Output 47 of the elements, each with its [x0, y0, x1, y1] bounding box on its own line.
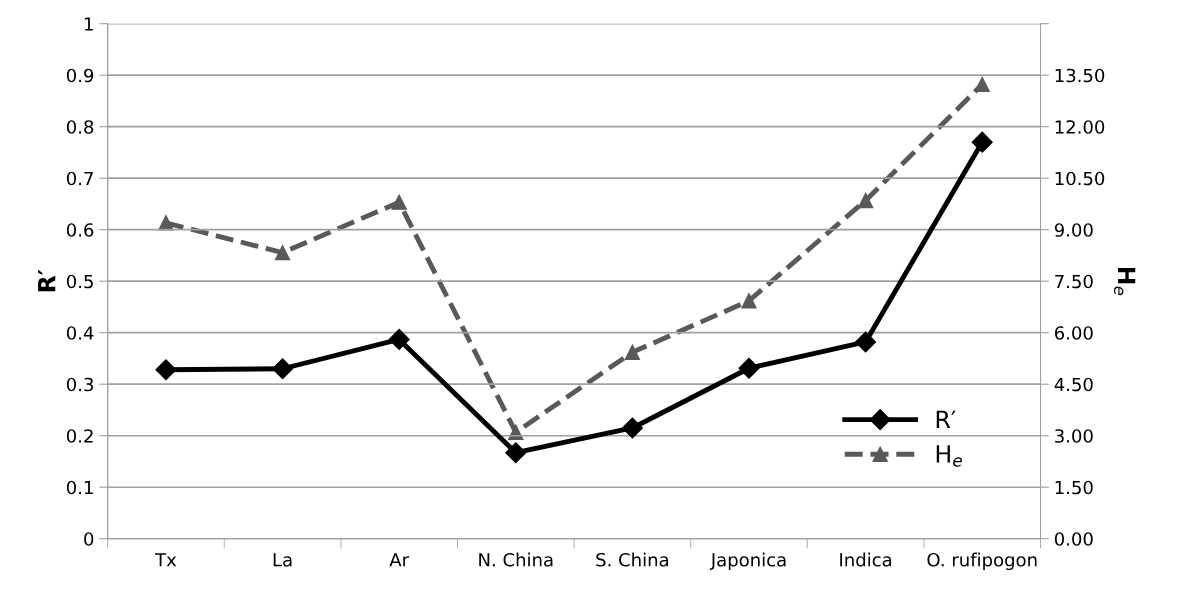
- y-tick-label: 0.8: [66, 120, 94, 134]
- x-tick-label: Ar: [389, 553, 410, 567]
- x-tick-label: S. China: [596, 552, 668, 567]
- y-tick-label: 0.2: [66, 429, 93, 443]
- y2-tick-label: 4.50: [1054, 377, 1093, 392]
- point: [391, 194, 407, 210]
- point: [272, 358, 294, 380]
- x-tick-label: La: [273, 553, 292, 567]
- point: [738, 357, 760, 379]
- x-tick-label: O. rufipogon: [927, 552, 1037, 571]
- y-tick-label: 0.3: [66, 377, 93, 392]
- y2-tick-label: 3.00: [1055, 429, 1093, 443]
- x-tick-label: Japonica: [709, 552, 786, 571]
- point: [741, 293, 757, 309]
- x-tick-label: N. China: [479, 552, 553, 567]
- y2-tick-label: 9.00: [1054, 223, 1093, 237]
- point: [621, 417, 643, 439]
- point: [388, 328, 410, 350]
- point: [624, 344, 641, 360]
- y2-tick-label: 7.50: [1055, 274, 1093, 289]
- y-tick-label: 0.4: [66, 326, 94, 340]
- point: [274, 245, 291, 261]
- y2-tick-label: 12.00: [1055, 120, 1105, 134]
- y2-tick-label: 10.50: [1055, 171, 1105, 186]
- y-tick-label: 0.9: [66, 68, 94, 83]
- y-tick-label: 0.5: [66, 274, 93, 289]
- x-tick-label: Indica: [840, 552, 892, 567]
- y-tick-label: 1: [84, 17, 93, 31]
- y2-tick-label: 6.00: [1054, 326, 1093, 340]
- y-tick-label: 0.1: [66, 480, 93, 495]
- point: [971, 131, 993, 153]
- point: [857, 192, 874, 209]
- y-tick-label: 0.6: [66, 223, 94, 237]
- y-tick-label: 0.7: [66, 171, 93, 186]
- point: [155, 359, 177, 381]
- y2-axis-title: H$_{e}$: [1113, 267, 1136, 296]
- point: [505, 442, 527, 464]
- y2-tick-label: 0.00: [1054, 532, 1093, 546]
- y-axis-title: R′: [38, 269, 56, 292]
- point: [974, 76, 990, 93]
- y2-tick-label: 1.50: [1055, 480, 1093, 495]
- y-tick-label: 0: [84, 532, 94, 546]
- legend-label: R′: [936, 410, 956, 428]
- y2-tick-label: 13.50: [1055, 68, 1105, 83]
- legend-label: H$_{e}$: [936, 445, 962, 467]
- point: [855, 331, 877, 353]
- x-tick-label: Tx: [155, 553, 177, 567]
